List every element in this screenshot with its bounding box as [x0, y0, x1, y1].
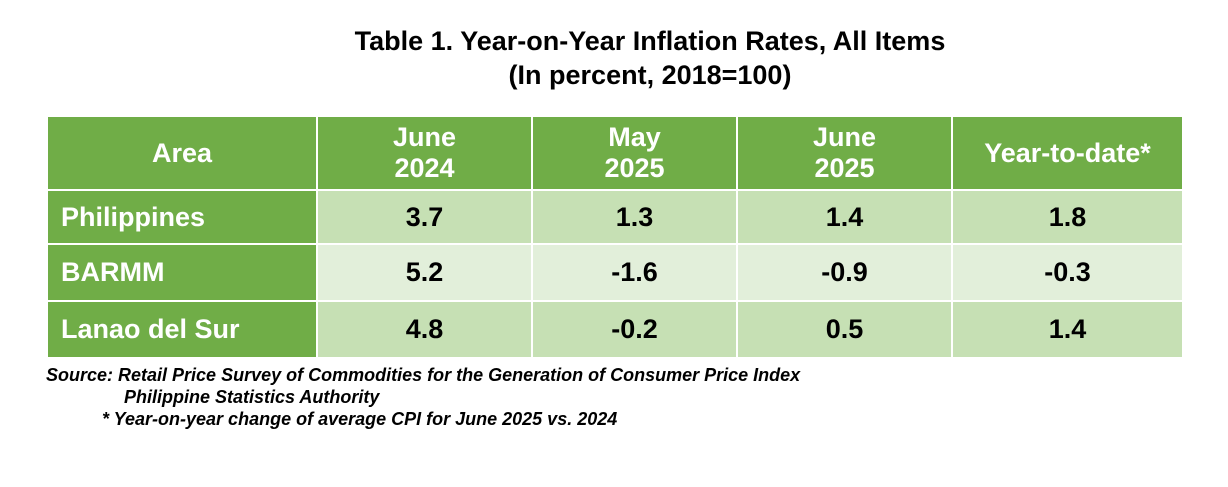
table-cell: 1.3	[531, 189, 738, 245]
table-cell: -0.9	[736, 243, 953, 302]
table-row: Philippines 3.7 1.3 1.4 1.8	[46, 189, 1184, 245]
table-cell: 0.5	[736, 300, 953, 359]
source-line: Source: Retail Price Survey of Commoditi…	[46, 365, 801, 385]
header-june-2025: June 2025	[736, 115, 953, 191]
table-title: Table 1. Year-on-Year Inflation Rates, A…	[354, 26, 946, 56]
table-cell: -0.3	[951, 243, 1184, 302]
table-notes: Source: Retail Price Survey of Commoditi…	[46, 364, 800, 430]
footnote: * Year-on-year change of average CPI for…	[102, 409, 618, 429]
source-agency: Philippine Statistics Authority	[124, 387, 380, 407]
table-cell: 5.2	[316, 243, 533, 302]
table-subtitle: (In percent, 2018=100)	[508, 60, 792, 90]
header-row: Area June 2024 May 2025 June 2025 Year-to-d…	[46, 115, 1184, 191]
table-cell: 1.8	[951, 189, 1184, 245]
inflation-table: Area June 2024 May 2025 June 2025 Year-to-d…	[46, 115, 1184, 359]
table-cell: -0.2	[531, 300, 738, 359]
table-cell: 1.4	[736, 189, 953, 245]
table-cell: -1.6	[531, 243, 738, 302]
table-cell: 4.8	[316, 300, 533, 359]
table-cell: 1.4	[951, 300, 1184, 359]
header-year-to-date: Year-to-date*	[951, 115, 1184, 191]
row-label-barmm: BARMM	[46, 243, 318, 302]
table-row: BARMM 5.2 -1.6 -0.9 -0.3	[46, 243, 1184, 302]
row-label-philippines: Philippines	[46, 189, 318, 245]
table-row: Lanao del Sur 4.8 -0.2 0.5 1.4	[46, 300, 1184, 359]
header-may-2025: May 2025	[531, 115, 738, 191]
header-june-2024: June 2024	[316, 115, 533, 191]
row-label-lanao-del-sur: Lanao del Sur	[46, 300, 318, 359]
header-area: Area	[46, 115, 318, 191]
table-cell: 3.7	[316, 189, 533, 245]
